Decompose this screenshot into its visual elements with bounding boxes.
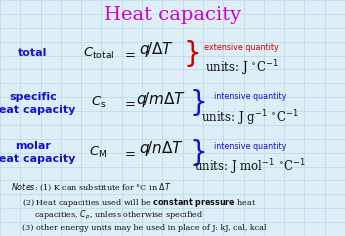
Text: $C_{\mathrm{M}}$: $C_{\mathrm{M}}$ (89, 145, 107, 160)
Text: $\mathit{q}\!/\Delta T$: $\mathit{q}\!/\Delta T$ (139, 40, 175, 59)
Text: intensive quantity: intensive quantity (214, 142, 286, 151)
Text: units: J mol$^{-1}$ $^{\circ}$C$^{-1}$: units: J mol$^{-1}$ $^{\circ}$C$^{-1}$ (194, 158, 306, 177)
Text: (2) Heat capacities used will be $\mathbf{constant\ pressure}$ heat: (2) Heat capacities used will be $\mathb… (22, 196, 257, 210)
Text: units: J g$^{-1}$ $^{\circ}$C$^{-1}$: units: J g$^{-1}$ $^{\circ}$C$^{-1}$ (201, 108, 299, 128)
Text: $C_{\mathrm{s}}$: $C_{\mathrm{s}}$ (90, 95, 106, 110)
Text: heat capacity: heat capacity (0, 154, 75, 164)
Text: heat capacity: heat capacity (0, 105, 75, 115)
Text: $\mathit{q}\!/n\Delta T$: $\mathit{q}\!/n\Delta T$ (139, 139, 184, 158)
Text: $=$: $=$ (122, 146, 137, 159)
Text: $\}$: $\}$ (183, 38, 199, 69)
Text: $=$: $=$ (122, 46, 137, 60)
Text: $\}$: $\}$ (189, 137, 206, 168)
Text: $\mathit{Notes}$: (1) K can substitute for °C in $\Delta T$: $\mathit{Notes}$: (1) K can substitute f… (11, 182, 172, 193)
Text: (3) other energy units may be used in place of J: kJ, cal, kcal: (3) other energy units may be used in pl… (22, 224, 267, 232)
Text: Heat capacity: Heat capacity (104, 6, 241, 24)
Text: capacities, $C_p$, unless otherwise specified: capacities, $C_p$, unless otherwise spec… (34, 209, 204, 222)
Text: specific: specific (9, 92, 57, 102)
Text: units: J $^{\circ}$C$^{-1}$: units: J $^{\circ}$C$^{-1}$ (205, 59, 278, 78)
Text: total: total (18, 48, 48, 58)
Text: intensive quantity: intensive quantity (214, 92, 286, 101)
Text: extensive quantity: extensive quantity (204, 43, 279, 52)
Text: molar: molar (15, 141, 51, 151)
Text: $=$: $=$ (122, 96, 137, 109)
Text: $\}$: $\}$ (189, 87, 206, 118)
Text: $C_{\mathrm{total}}$: $C_{\mathrm{total}}$ (82, 46, 114, 61)
Text: $\mathit{q}\!/m\Delta T$: $\mathit{q}\!/m\Delta T$ (136, 90, 186, 109)
